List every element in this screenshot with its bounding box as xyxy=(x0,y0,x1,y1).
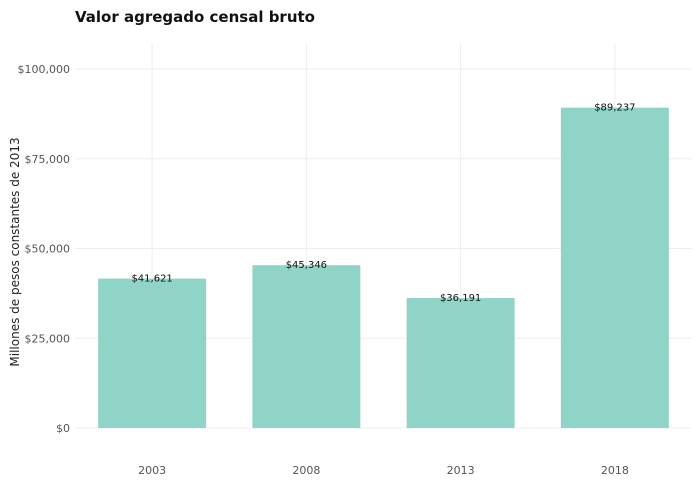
axis-layer: $0 $25,000 $50,000 $75,000 $100,000 2003 2008 2… xyxy=(18,63,629,477)
data-label-2018: $89,237 xyxy=(594,103,635,114)
labels-layer: $41,621 $45,346 $36,191 $89,237 xyxy=(131,103,635,304)
x-tick-label-2018: 2018 xyxy=(601,464,629,477)
data-label-2008: $45,346 xyxy=(286,260,327,271)
x-tick-label-2003: 2003 xyxy=(138,464,166,477)
y-tick-label: $100,000 xyxy=(18,63,71,76)
y-axis-label: Millones de pesos constantes de 2013 xyxy=(8,137,22,366)
y-tick-label: $0 xyxy=(56,422,70,435)
bars-layer xyxy=(98,107,669,429)
bar-2013[interactable] xyxy=(406,298,515,428)
data-label-2003: $41,621 xyxy=(131,274,172,285)
y-tick-label: $50,000 xyxy=(25,243,71,256)
y-tick-label: $25,000 xyxy=(25,332,71,345)
chart-title: Valor agregado censal bruto xyxy=(75,8,315,26)
x-tick-label-2008: 2008 xyxy=(292,464,320,477)
data-label-2013: $36,191 xyxy=(440,293,481,304)
y-tick-label: $75,000 xyxy=(25,153,71,166)
bar-2003[interactable] xyxy=(98,278,207,428)
x-tick-label-2013: 2013 xyxy=(447,464,475,477)
bar-2008[interactable] xyxy=(252,265,361,428)
bar-2018[interactable] xyxy=(560,107,669,429)
